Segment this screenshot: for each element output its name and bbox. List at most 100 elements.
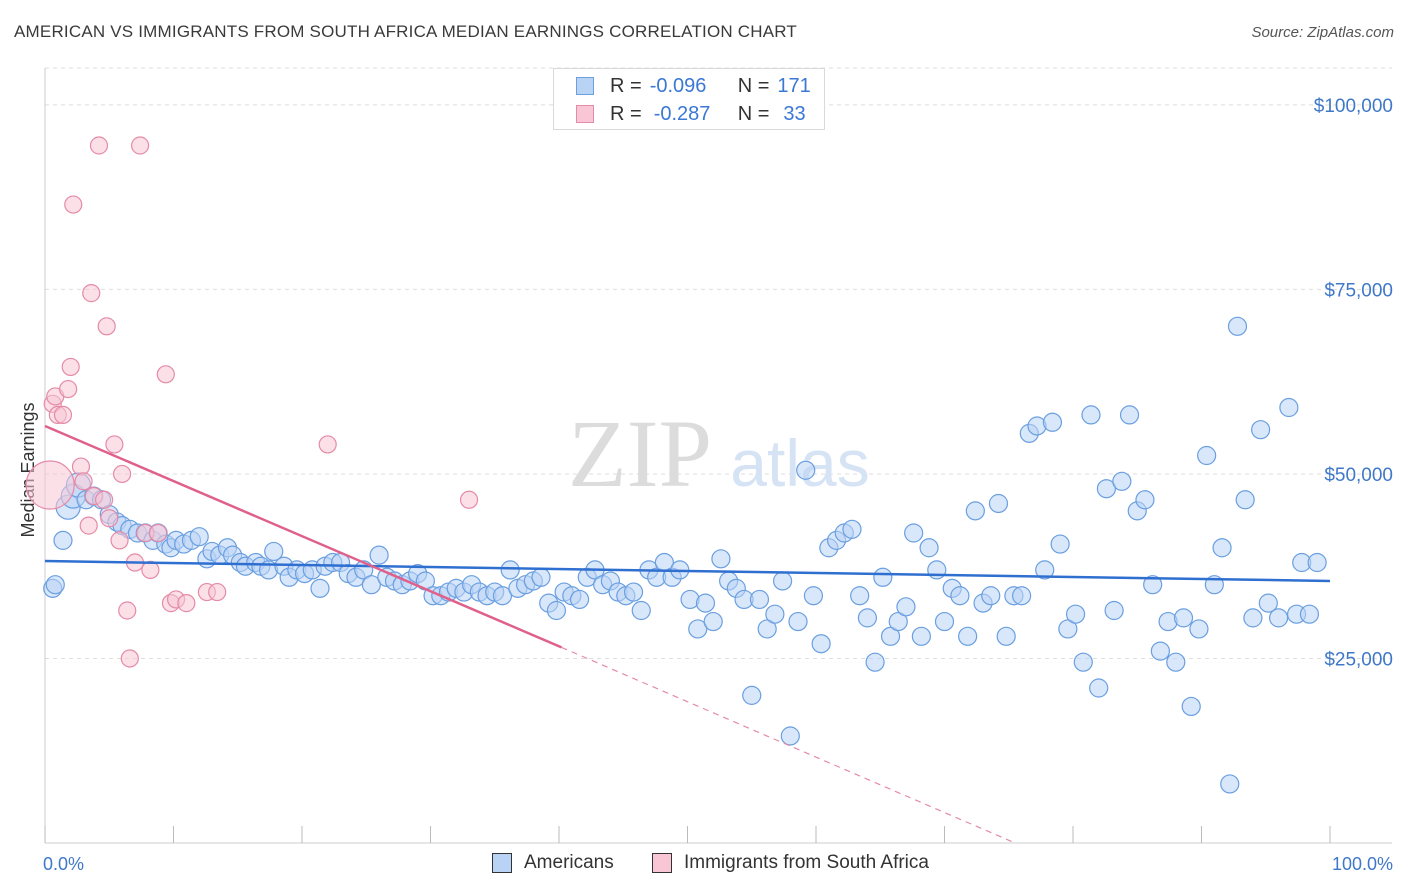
point-americans (1119, 405, 1140, 425)
point-americans (1173, 608, 1194, 628)
legend-label-americans: Americans (524, 852, 614, 873)
legend-item-south-africa: Immigrants from South Africa (652, 852, 929, 874)
legend-r-label: R = (610, 102, 642, 125)
point-south-africa (79, 516, 98, 535)
x-tick-label: 100.0% (1332, 854, 1393, 874)
point-americans (788, 611, 808, 632)
y-tick-labels: $25,000 $50,000 $75,000 $100,000 (1314, 96, 1393, 671)
point-south-africa (120, 649, 139, 668)
point-south-africa (110, 531, 129, 550)
legend-r-label: R = (610, 74, 642, 97)
point-south-africa (208, 582, 227, 602)
point-americans (965, 501, 985, 521)
point-americans (1073, 652, 1093, 672)
point-americans (369, 545, 389, 565)
point-americans (934, 611, 955, 632)
point-americans (850, 586, 870, 606)
point-americans (1135, 490, 1155, 510)
legend-swatch-americans (576, 77, 594, 95)
point-americans (950, 586, 970, 606)
point-americans (811, 634, 831, 654)
point-americans (780, 726, 800, 746)
legend-row-south-africa: R = -0.287 N = 33 (554, 100, 806, 128)
point-americans (988, 493, 1009, 514)
point-americans (1143, 575, 1163, 595)
point-south-africa (95, 490, 114, 509)
point-south-africa (130, 136, 150, 155)
point-south-africa (61, 357, 80, 377)
stats-legend: R = -0.096 N = 171 R = -0.287 N = 33 (553, 68, 825, 130)
axes (44, 68, 1392, 844)
point-americans (531, 567, 551, 587)
point-americans (1112, 471, 1132, 491)
point-americans (1299, 604, 1320, 624)
point-americans (765, 604, 785, 624)
point-americans (904, 523, 924, 543)
point-americans (1081, 405, 1101, 425)
watermark-zip: ZIP (568, 400, 712, 507)
y-tick-label: $75,000 (1324, 280, 1393, 301)
point-americans (1042, 412, 1063, 432)
point-americans (1089, 678, 1109, 698)
point-south-africa (100, 509, 119, 528)
point-americans (492, 586, 513, 606)
point-americans (623, 582, 644, 602)
point-south-africa (177, 594, 196, 613)
legend-n-label: N = (737, 74, 770, 97)
point-americans (1258, 593, 1278, 613)
point-americans (1251, 420, 1271, 440)
point-americans (1197, 445, 1217, 466)
point-americans (919, 538, 939, 558)
legend-item-americans: Americans (492, 852, 614, 874)
point-americans (1104, 600, 1124, 621)
point-americans (757, 619, 777, 639)
x-tick-label: 0.0% (43, 854, 84, 874)
point-americans (1212, 538, 1232, 558)
point-americans (189, 527, 209, 547)
trend-lines (44, 424, 1331, 844)
point-americans (1235, 490, 1255, 510)
point-americans (772, 571, 793, 591)
x-tick-labels: 0.0% 100.0% (43, 854, 1393, 874)
point-americans (45, 575, 65, 595)
point-americans (1150, 641, 1170, 661)
point-south-africa (112, 464, 132, 484)
point-americans (310, 578, 330, 598)
legend-r-value: -0.287 (653, 102, 711, 125)
point-americans (1011, 586, 1032, 606)
y-tick-label: $50,000 (1324, 465, 1393, 486)
point-south-africa (97, 317, 116, 336)
point-americans (703, 611, 723, 632)
y-tick-label: $25,000 (1324, 649, 1393, 670)
legend-n-value: 171 (777, 74, 811, 97)
point-americans (1268, 608, 1289, 628)
point-americans (688, 619, 708, 639)
point-south-africa (82, 284, 101, 303)
point-americans (1279, 397, 1299, 418)
legend-n-label: N = (737, 102, 770, 125)
point-south-africa (118, 601, 137, 620)
point-south-africa (25, 460, 75, 510)
point-south-africa (64, 195, 83, 214)
y-axis-title: Median Earnings (18, 402, 38, 537)
point-americans (1189, 619, 1209, 639)
point-americans (958, 626, 978, 646)
point-americans (1307, 552, 1327, 573)
legend-row-americans: R = -0.096 N = 171 (554, 72, 811, 100)
point-americans (749, 589, 770, 610)
point-americans (361, 575, 381, 595)
point-americans (981, 586, 1001, 606)
y-tick-label: $100,000 (1314, 96, 1393, 117)
point-south-africa (71, 457, 91, 476)
point-americans (1050, 534, 1070, 554)
legend-r-value: -0.096 (649, 74, 707, 97)
series-legend: Americans Immigrants from South Africa (0, 852, 1406, 878)
legend-label-south-africa: Immigrants from South Africa (684, 852, 929, 873)
point-south-africa (318, 435, 337, 454)
point-south-africa (74, 472, 93, 491)
point-americans (1058, 619, 1078, 639)
point-americans (880, 626, 901, 646)
point-south-africa (156, 365, 175, 384)
point-americans (1227, 316, 1248, 336)
